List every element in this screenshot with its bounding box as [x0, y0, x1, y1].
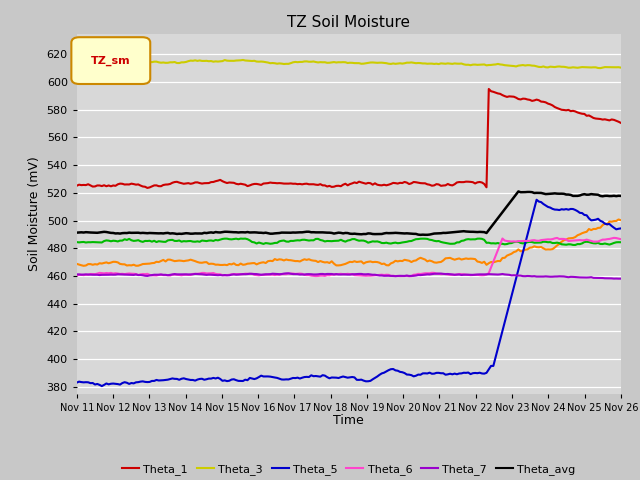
- Theta_3: [96, 57, 104, 63]
- Theta_4: [260, 241, 268, 247]
- Theta_7: [109, 272, 117, 277]
- Line: Theta_6: Theta_6: [77, 238, 621, 276]
- Theta_avg: [515, 189, 522, 194]
- Theta_1: [617, 120, 625, 126]
- Theta_3: [159, 60, 167, 65]
- Theta_7: [580, 275, 588, 280]
- Theta_7: [73, 272, 81, 277]
- Line: Theta_5: Theta_5: [77, 200, 621, 386]
- Theta_avg: [583, 192, 591, 198]
- Theta_7: [257, 272, 265, 277]
- Theta_3: [579, 64, 586, 70]
- Theta_avg: [159, 230, 167, 236]
- Theta_avg: [435, 230, 442, 236]
- Line: Theta_2: Theta_2: [77, 219, 621, 266]
- Theta_6: [73, 273, 81, 278]
- Theta_6: [96, 270, 104, 276]
- Line: Theta_1: Theta_1: [77, 89, 621, 188]
- Theta_3: [433, 61, 440, 67]
- Theta_3: [73, 57, 81, 63]
- Theta_3: [109, 58, 117, 63]
- Theta_7: [282, 270, 290, 276]
- Theta_avg: [109, 230, 117, 236]
- Theta_5: [96, 382, 104, 388]
- Theta_2: [73, 261, 81, 267]
- Theta_4: [237, 236, 244, 241]
- Theta_5: [111, 381, 119, 387]
- Theta_6: [109, 271, 117, 276]
- Theta_5: [162, 377, 170, 383]
- Theta_6: [580, 237, 588, 243]
- Theta_1: [96, 182, 104, 188]
- Legend: Theta_1, Theta_2, Theta_3, Theta_4, Theta_5, Theta_6, Theta_7, Theta_avg: Theta_1, Theta_2, Theta_3, Theta_4, Thet…: [118, 460, 580, 480]
- Theta_5: [617, 226, 625, 231]
- Theta_7: [614, 276, 622, 282]
- Theta_2: [80, 263, 88, 269]
- Theta_6: [257, 272, 265, 278]
- Theta_2: [111, 259, 119, 265]
- Theta_2: [614, 216, 622, 222]
- Theta_1: [435, 181, 442, 187]
- X-axis label: Time: Time: [333, 414, 364, 427]
- Theta_3: [257, 59, 265, 64]
- Theta_6: [610, 235, 618, 241]
- Theta_5: [73, 380, 81, 385]
- Theta_7: [96, 272, 104, 278]
- Theta_avg: [257, 230, 265, 236]
- FancyBboxPatch shape: [72, 37, 150, 84]
- Theta_2: [617, 217, 625, 223]
- Theta_1: [260, 180, 268, 186]
- Line: Theta_avg: Theta_avg: [77, 192, 621, 235]
- Theta_6: [435, 271, 442, 276]
- Theta_avg: [417, 232, 424, 238]
- Theta_6: [617, 236, 625, 242]
- Theta_7: [159, 272, 167, 278]
- Theta_1: [583, 113, 591, 119]
- Theta_7: [435, 271, 442, 276]
- Theta_1: [485, 86, 493, 92]
- Theta_4: [159, 239, 167, 245]
- Theta_avg: [617, 193, 625, 199]
- Theta_avg: [96, 229, 104, 235]
- Theta_4: [109, 238, 117, 243]
- Theta_6: [159, 272, 167, 278]
- Theta_1: [73, 183, 81, 189]
- Theta_2: [435, 259, 442, 265]
- Y-axis label: Soil Moisture (mV): Soil Moisture (mV): [28, 156, 41, 271]
- Theta_6: [405, 274, 413, 279]
- Theta_4: [583, 239, 591, 245]
- Theta_2: [580, 229, 588, 235]
- Theta_5: [532, 197, 540, 203]
- Theta_4: [73, 239, 81, 245]
- Text: TZ_sm: TZ_sm: [91, 56, 131, 66]
- Theta_5: [435, 370, 442, 376]
- Theta_2: [98, 261, 106, 266]
- Line: Theta_3: Theta_3: [77, 60, 621, 68]
- Line: Theta_7: Theta_7: [77, 273, 621, 279]
- Theta_2: [162, 259, 170, 264]
- Title: TZ Soil Moisture: TZ Soil Moisture: [287, 15, 410, 30]
- Theta_5: [260, 373, 268, 379]
- Theta_4: [617, 240, 625, 245]
- Theta_4: [435, 238, 442, 244]
- Theta_7: [617, 276, 625, 281]
- Theta_4: [96, 240, 104, 245]
- Theta_1: [162, 182, 170, 188]
- Theta_1: [109, 182, 117, 188]
- Theta_4: [572, 242, 579, 248]
- Theta_2: [260, 259, 268, 265]
- Theta_1: [143, 185, 151, 191]
- Theta_3: [596, 65, 604, 71]
- Line: Theta_4: Theta_4: [77, 239, 621, 245]
- Theta_avg: [73, 230, 81, 236]
- Theta_5: [98, 383, 106, 389]
- Theta_5: [583, 213, 591, 218]
- Theta_3: [617, 65, 625, 71]
